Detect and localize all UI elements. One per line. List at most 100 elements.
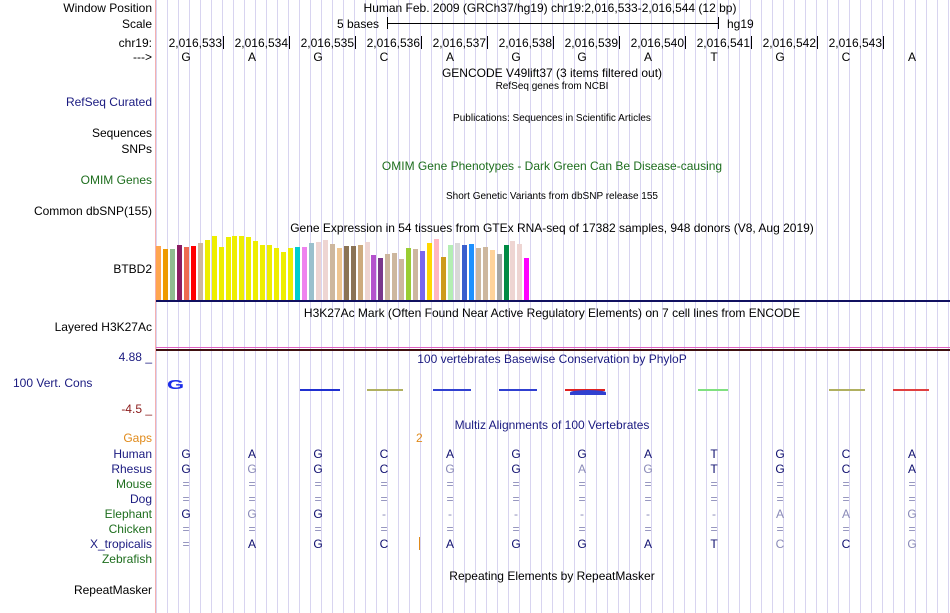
omim-genes-label[interactable]: OMIM Genes [80,173,152,187]
gtex-bar[interactable] [489,250,495,300]
h3k27ac-track-title[interactable]: H3K27Ac Mark (Often Found Near Active Re… [303,306,801,320]
gtex-bar[interactable] [183,247,189,300]
gtex-bar[interactable] [267,245,273,300]
aligned-base: = [248,522,256,536]
gtex-bar[interactable] [496,254,502,300]
gtex-bar[interactable] [156,246,161,300]
sequences-label[interactable]: Sequences [91,126,152,140]
species-label-mouse[interactable]: Mouse [115,477,152,491]
gtex-bar[interactable] [225,237,231,300]
layered-h3k27ac-label[interactable]: Layered H3K27Ac [54,320,152,334]
gtex-bar[interactable] [211,236,217,300]
repeatmasker-track-title[interactable]: Repeating Elements by RepeatMasker [449,569,655,583]
gtex-bar[interactable] [371,255,377,300]
gtex-bar[interactable] [190,246,196,300]
btbd2-label[interactable]: BTBD2 [113,262,152,276]
gtex-bar[interactable] [253,241,259,300]
gtex-bar[interactable] [239,236,245,300]
gtex-bar[interactable] [454,243,460,300]
gtex-bar[interactable] [176,245,182,300]
aligned-base: G [511,462,521,476]
gtex-bar[interactable] [322,240,328,300]
gtex-bar[interactable] [406,248,412,300]
species-label-zebrafish[interactable]: Zebrafish [101,552,152,566]
aligned-base: = [182,537,190,551]
gtex-bar[interactable] [503,245,509,300]
gtex-bar[interactable] [281,252,287,300]
gtex-track-title[interactable]: Gene Expression in 54 tissues from GTEx … [290,221,814,235]
gtex-bar[interactable] [482,247,488,300]
gtex-bar[interactable] [434,239,439,300]
gtex-bar[interactable] [427,243,433,300]
gtex-bar[interactable] [413,249,419,300]
species-label-human[interactable]: Human [113,447,152,461]
gencode-track-title[interactable]: GENCODE V49lift37 (3 items filtered out) [441,66,663,80]
species-label-elephant[interactable]: Elephant [104,507,152,521]
gtex-bar[interactable] [357,245,363,300]
aligned-base: - [382,507,386,521]
omim-track-title[interactable]: OMIM Gene Phenotypes - Dark Green Can Be… [381,159,723,173]
gtex-bar[interactable] [232,236,238,300]
gtex-bar[interactable] [204,240,210,300]
gtex-bar[interactable] [350,246,356,300]
gtex-bar[interactable] [246,237,252,300]
cons-label[interactable]: 100 Vert. Cons [13,376,93,390]
gtex-bar[interactable] [162,249,168,300]
aligned-base: T [710,537,718,551]
window-position-label: Window Position [63,1,152,15]
gtex-bar[interactable] [399,259,405,300]
gtex-bar[interactable] [329,244,335,300]
gtex-bar[interactable] [308,243,314,300]
gtex-bar[interactable] [260,245,266,300]
refseq-track-title[interactable]: RefSeq genes from NCBI [495,81,609,92]
multiz-track-title[interactable]: Multiz Alignments of 100 Vertebrates [454,418,650,432]
gtex-bar[interactable] [169,249,175,300]
gtex-bar[interactable] [420,251,426,300]
aligned-base: G [445,462,455,476]
gtex-bar[interactable] [315,242,321,300]
aligned-base: G [181,507,191,521]
repeatmasker-label[interactable]: RepeatMasker [73,583,152,597]
gtex-bar[interactable] [475,248,481,300]
gtex-bar[interactable] [461,245,467,300]
gtex-bar[interactable] [440,257,446,300]
common-dbsnp-label[interactable]: Common dbSNP(155) [33,204,152,218]
gtex-bar[interactable] [197,243,203,300]
gtex-bar[interactable] [468,244,474,300]
conservation-mark [893,389,929,391]
publications-track-title[interactable]: Publications: Sequences in Scientific Ar… [453,113,651,124]
gtex-bar[interactable] [288,248,294,300]
base: A [247,50,257,64]
aligned-base: G [247,507,257,521]
gtex-bar[interactable] [274,248,280,300]
aligned-base: G [511,447,521,461]
aligned-base: A [445,447,455,461]
snps-label[interactable]: SNPs [121,142,152,156]
gtex-bar[interactable] [218,247,224,300]
gtex-bar[interactable] [378,258,384,300]
refseq-curated-label[interactable]: RefSeq Curated [65,95,152,109]
position-tick [751,36,752,49]
aligned-base: G [577,537,587,551]
gtex-bar[interactable] [343,246,349,300]
gtex-bar[interactable] [517,244,523,300]
gtex-bar[interactable] [385,254,391,300]
gtex-bar[interactable] [392,253,398,300]
gtex-bar[interactable] [510,241,516,300]
gtex-bar[interactable] [447,245,453,300]
dbsnp-track-title[interactable]: Short Genetic Variants from dbSNP releas… [446,191,658,202]
gtex-bar[interactable] [295,247,300,300]
cons-track-title[interactable]: 100 vertebrates Basewise Conservation by… [417,352,687,366]
aligned-base: A [445,537,455,551]
gtex-bar[interactable] [301,247,307,300]
aligned-base: = [644,522,652,536]
position-tick [355,36,356,49]
gtex-bar[interactable] [364,242,370,300]
species-label-x_tropicalis[interactable]: X_tropicalis [89,537,152,551]
species-label-chicken[interactable]: Chicken [108,522,152,536]
species-label-dog[interactable]: Dog [129,492,152,506]
species-label-rhesus[interactable]: Rhesus [111,462,152,476]
gtex-bar[interactable] [336,248,342,300]
gtex-bar[interactable] [524,258,530,300]
